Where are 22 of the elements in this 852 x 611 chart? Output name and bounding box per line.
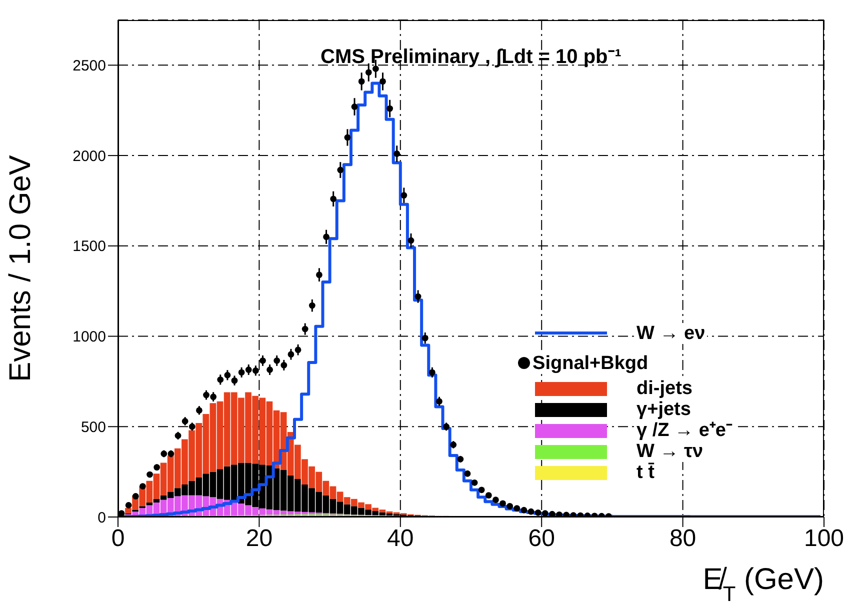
legend-label: γ /Z → e⁺e⁻ (636, 420, 732, 442)
x-axis-title: E̸$_{T}$ (GeV) (702, 563, 824, 606)
legend-label: Signal+Bkgd (532, 352, 648, 374)
x-tick-label: 80 (669, 525, 696, 552)
y-axis-title: Events / 1.0 GeV (4, 155, 37, 382)
legend-label: di-jets (636, 378, 692, 400)
y-tick-label: 1500 (72, 238, 106, 256)
legend-label: t t̄ (636, 462, 654, 484)
x-tick-label: 100 (804, 525, 844, 552)
legend-label: γ+jets (636, 399, 691, 420)
y-tick-label: 500 (80, 418, 106, 436)
y-tick-label: 2000 (72, 148, 106, 165)
x-tick-label: 60 (528, 525, 555, 552)
y-tick-label: 0 (98, 509, 106, 526)
legend-label: W → τν (636, 441, 704, 462)
x-tick-label: 20 (246, 525, 273, 552)
text: CMS Preliminary , ∫Ldt = 10 pb⁻¹ (320, 46, 622, 68)
x-tick-label: 0 (111, 525, 125, 552)
legend-label: W → eν (636, 322, 706, 344)
y-tick-label: 2500 (72, 58, 106, 75)
y-tick-label: 1000 (72, 328, 106, 346)
x-tick-label: 40 (387, 525, 414, 552)
